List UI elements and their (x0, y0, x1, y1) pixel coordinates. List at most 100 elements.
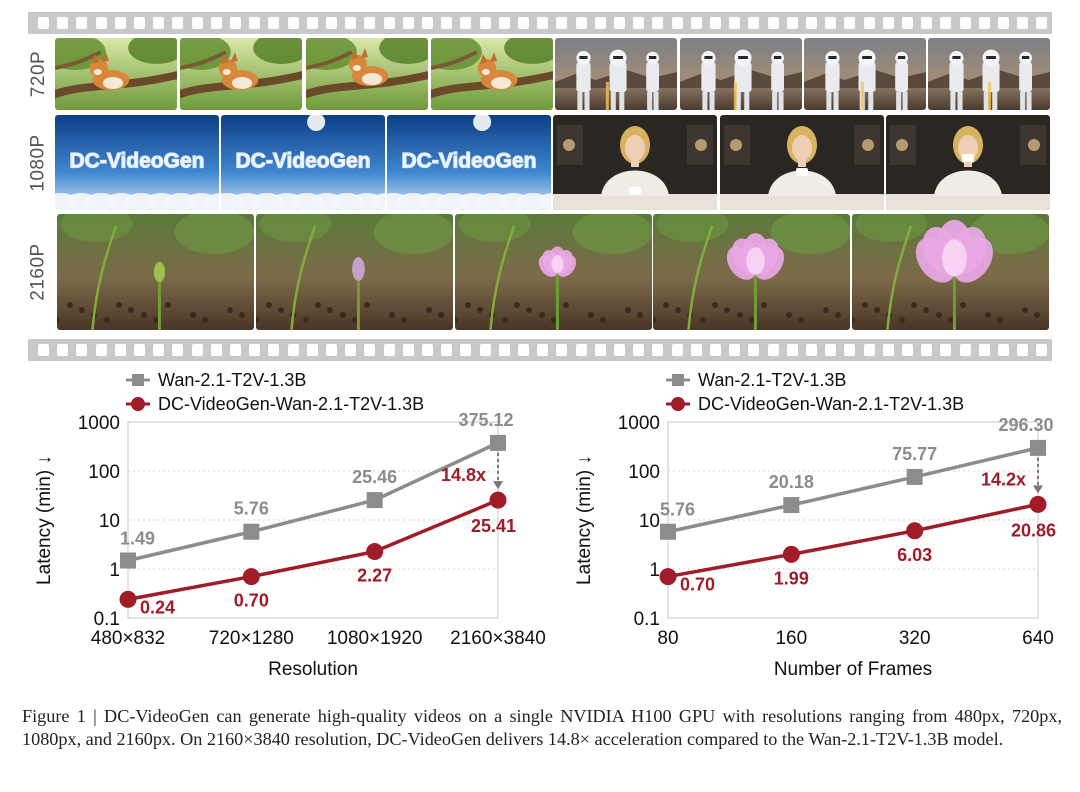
data-label: 296.30 (998, 415, 1053, 435)
x-tick-label: 1080×1920 (327, 628, 423, 649)
sprocket-hole (575, 344, 587, 356)
frame-image (852, 214, 1049, 330)
sprocket-hole (172, 344, 184, 356)
legend-marker (131, 397, 145, 411)
frame-image: DC-VideoGen (221, 115, 385, 210)
speedup-annotation: 14.2x (981, 470, 1026, 490)
data-point (243, 523, 260, 540)
legend-marker (672, 374, 684, 386)
video-frame-1080p-5 (720, 115, 884, 210)
frame-image (553, 115, 717, 210)
frame-image (256, 214, 453, 330)
sprocket-hole (710, 17, 721, 29)
latency-charts: 0.1 1 10 100 1000 480×832 720×1280 1080×1920 216… (34, 370, 1056, 680)
frame-image: DC-VideoGen (55, 115, 219, 210)
x-tick-label: 640 (1022, 628, 1054, 649)
data-point (1029, 495, 1047, 513)
sprocket-hole (210, 17, 222, 29)
x-tick-label: 2160×3840 (450, 628, 546, 649)
sprocket-hole (441, 344, 453, 356)
sprocket-hole (729, 17, 741, 29)
sprocket-hole (345, 344, 357, 356)
sprocket-hole (191, 17, 203, 29)
x-tick-label: 160 (775, 628, 807, 649)
sprocket-hole (249, 17, 261, 29)
sprocket-hole (594, 17, 606, 29)
sprocket-hole (191, 344, 203, 356)
sprocket-hole (422, 17, 433, 29)
sprocket-hole (556, 17, 568, 29)
sprocket-hole (479, 344, 491, 356)
sprocket-hole (114, 17, 126, 29)
data-point (490, 434, 506, 451)
data-point (782, 545, 800, 563)
speedup-arrowhead (1033, 485, 1043, 494)
data-point (489, 491, 507, 509)
sprocket-hole (556, 344, 568, 356)
sprocket-hole (633, 344, 645, 356)
sprocket-hole (95, 17, 107, 29)
frame-image (431, 38, 553, 110)
sprocket-hole (614, 344, 625, 356)
sprocket-hole (383, 344, 395, 356)
y-tick-label: 100 (88, 462, 120, 483)
sprocket-hole (402, 17, 414, 29)
legend-label: Wan-2.1-T2V-1.3B (698, 370, 846, 390)
sprocket-hole (825, 344, 837, 356)
data-point (366, 543, 384, 561)
sprocket-hole (940, 17, 952, 29)
frame-image (180, 38, 302, 110)
frame-image (680, 38, 802, 110)
frame-image (653, 214, 850, 330)
sprocket-hole (210, 344, 222, 356)
sprocket-hole (57, 17, 69, 29)
sprocket-hole (921, 17, 933, 29)
sprocket-hole (134, 344, 145, 356)
video-frame-720p-8 (928, 38, 1050, 110)
sprocket-hole (230, 17, 241, 29)
sprocket-hole (998, 17, 1009, 29)
data-label: 0.24 (140, 597, 175, 617)
film-strip-bottom (28, 339, 1052, 361)
sprocket-hole (690, 344, 702, 356)
legend: Wan-2.1-T2V-1.3B DC-VideoGen-Wan-2.1-T2V-… (666, 370, 964, 414)
sprocket-hole (767, 344, 779, 356)
sprocket-hole (652, 344, 664, 356)
data-label: 25.41 (471, 516, 516, 536)
sprocket-hole (326, 344, 337, 356)
video-frame-1080p-6 (886, 115, 1050, 210)
sprocket-hole (978, 17, 990, 29)
sprocket-hole (959, 344, 971, 356)
series-line (667, 502, 1039, 579)
sprocket-hole (998, 344, 1009, 356)
sprocket-hole (710, 344, 721, 356)
sprocket-hole (1017, 17, 1029, 29)
video-frame-1080p-3: DC-VideoGen (387, 115, 551, 210)
sprocket-hole (902, 344, 913, 356)
frame-image (928, 38, 1050, 110)
data-point (660, 523, 676, 540)
sprocket-hole (806, 17, 817, 29)
video-frame-2160p-4 (653, 214, 850, 330)
sprocket-hole (748, 17, 760, 29)
frame-image (306, 38, 428, 110)
frame-image (57, 214, 254, 330)
sprocket-hole (806, 344, 817, 356)
sprocket-hole (882, 17, 894, 29)
data-point (242, 568, 260, 586)
legend-label: DC-VideoGen-Wan-2.1-T2V-1.3B (698, 394, 964, 414)
sprocket-hole (748, 344, 760, 356)
legend: Wan-2.1-T2V-1.3B DC-VideoGen-Wan-2.1-T2V-… (126, 370, 424, 414)
y-axis-label: Latency (min) ↓ (574, 455, 595, 585)
sprocket-hole (422, 344, 433, 356)
sprocket-hole (902, 17, 913, 29)
y-tick-label: 100 (628, 462, 660, 483)
sprocket-hole (441, 17, 453, 29)
video-frame-720p-6 (680, 38, 802, 110)
y-tick-label: 1 (649, 560, 660, 581)
video-frame-720p-2 (180, 38, 302, 110)
speedup-arrowhead (493, 481, 503, 490)
data-label: 375.12 (458, 410, 513, 430)
video-frame-2160p-2 (256, 214, 453, 330)
sprocket-hole (882, 344, 894, 356)
